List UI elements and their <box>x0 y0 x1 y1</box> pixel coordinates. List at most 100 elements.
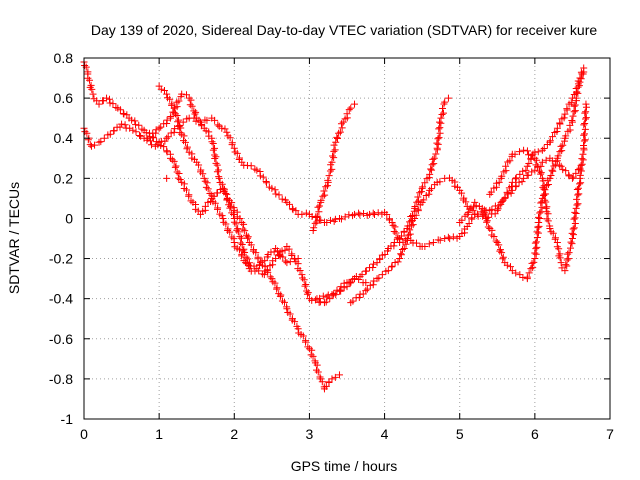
data-point <box>437 114 445 122</box>
data-point <box>559 166 567 174</box>
data-point <box>567 99 575 107</box>
data-point <box>120 110 128 118</box>
data-point <box>360 210 368 218</box>
data-point <box>420 196 428 204</box>
data-point <box>562 261 570 269</box>
data-point <box>427 165 435 173</box>
data-point <box>384 267 392 275</box>
data-point <box>204 185 212 193</box>
data-point <box>444 94 452 102</box>
data-point <box>498 172 506 180</box>
data-point <box>421 179 429 187</box>
data-point <box>252 249 260 257</box>
data-point <box>569 225 577 233</box>
data-point <box>81 61 89 69</box>
data-point <box>497 200 505 208</box>
data-point <box>351 100 359 108</box>
data-point <box>157 123 165 131</box>
data-point <box>271 279 279 287</box>
data-point <box>429 155 437 163</box>
data-point <box>195 161 203 169</box>
data-point <box>487 188 495 196</box>
data-point <box>400 244 408 252</box>
data-point <box>294 255 302 263</box>
data-point <box>314 203 322 211</box>
data-point <box>531 239 539 247</box>
data-point <box>340 279 348 287</box>
data-point <box>349 297 357 305</box>
data-point <box>163 120 171 128</box>
data-point <box>142 129 150 137</box>
data-point <box>572 94 580 102</box>
data-point <box>391 258 399 266</box>
data-point <box>203 116 211 124</box>
data-point <box>436 236 444 244</box>
data-point <box>241 227 249 235</box>
data-point <box>331 146 339 154</box>
data-point <box>303 290 311 298</box>
data-point <box>84 136 92 144</box>
data-point <box>538 158 546 166</box>
data-point <box>503 188 511 196</box>
data-point <box>226 202 234 210</box>
series-track-3 <box>155 82 302 273</box>
data-point <box>581 115 589 123</box>
data-point <box>213 168 221 176</box>
data-point <box>347 104 355 112</box>
data-point <box>414 193 422 201</box>
data-point <box>527 265 535 273</box>
data-point <box>313 212 321 220</box>
data-point <box>466 205 474 213</box>
data-point <box>211 144 219 152</box>
data-point <box>321 191 329 199</box>
x-tick-label: 4 <box>381 426 389 442</box>
data-point <box>109 100 117 108</box>
data-point <box>175 169 183 177</box>
data-point <box>541 196 549 204</box>
data-point <box>531 166 539 174</box>
data-point <box>86 76 94 84</box>
data-point <box>326 167 334 175</box>
data-point <box>363 285 371 293</box>
data-point <box>276 292 284 300</box>
data-point <box>427 185 435 193</box>
data-point <box>244 255 252 263</box>
data-point <box>322 382 330 390</box>
data-point <box>390 239 398 247</box>
data-point <box>330 141 338 149</box>
data-point <box>523 147 531 155</box>
data-point <box>458 216 466 224</box>
y-tick-label: 0.2 <box>54 170 74 186</box>
data-point <box>299 274 307 282</box>
data-point <box>328 165 336 173</box>
data-point <box>397 232 405 240</box>
data-point <box>211 199 219 207</box>
data-point <box>195 116 203 124</box>
data-point <box>537 170 545 178</box>
data-point <box>136 132 144 140</box>
data-point <box>345 106 353 114</box>
data-point <box>413 239 421 247</box>
data-point <box>541 190 549 198</box>
data-point <box>308 296 316 304</box>
data-point <box>268 275 276 283</box>
data-point <box>211 116 219 124</box>
data-point <box>498 249 506 257</box>
data-point <box>298 271 306 279</box>
data-point <box>582 103 590 111</box>
y-tick-label: -0.8 <box>49 371 73 387</box>
data-point <box>536 209 544 217</box>
x-tick-label: 3 <box>306 426 314 442</box>
data-point <box>370 260 378 268</box>
data-point <box>542 204 550 212</box>
data-point <box>561 267 569 275</box>
data-point <box>402 240 410 248</box>
data-point <box>170 157 178 165</box>
data-point <box>339 118 347 126</box>
data-point <box>214 121 222 129</box>
data-point <box>550 162 558 170</box>
series-track-9 <box>486 100 590 275</box>
data-point <box>516 170 524 178</box>
data-point <box>175 97 183 105</box>
